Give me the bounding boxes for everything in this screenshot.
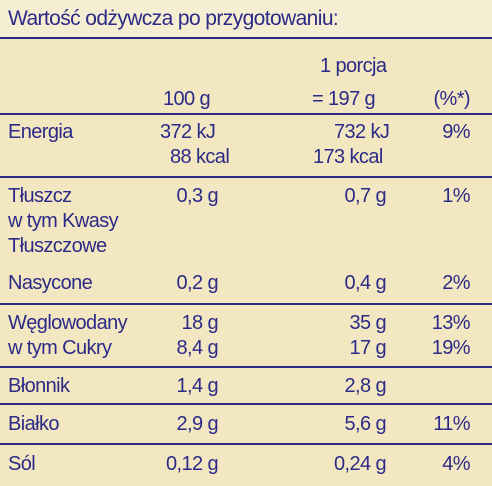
divider	[0, 176, 492, 178]
row-label-tluszcz: Tłuszcz	[8, 185, 72, 207]
table-title: Wartość odżywcza po przygotowaniu:	[8, 7, 339, 30]
cukry-percent: 19%	[431, 337, 471, 359]
nasycone-percent: 2%	[442, 272, 470, 294]
row-label-blonnik: Błonnik	[8, 375, 70, 397]
row-label-energia: Energia	[8, 121, 73, 143]
divider	[0, 443, 492, 445]
title-bar: Wartość odżywcza po przygotowaniu:	[0, 0, 492, 39]
energia-100g-kj: 372 kJ	[160, 121, 216, 143]
header-portion-line2: = 197 g	[312, 88, 376, 110]
cukry-portion: 17 g	[349, 337, 386, 359]
tluszcz-100g: 0,3 g	[176, 185, 219, 207]
nasycone-100g: 0,2 g	[176, 272, 219, 294]
cukry-100g: 8,4 g	[176, 337, 219, 359]
bialko-portion: 5,6 g	[344, 413, 387, 435]
nasycone-portion: 0,4 g	[344, 272, 387, 294]
row-label-sol: Sól	[8, 453, 36, 475]
weglowodany-portion: 35 g	[349, 312, 386, 334]
row-sublabel-cukry: w tym Cukry	[8, 337, 112, 359]
energia-100g-kcal: 88 kcal	[170, 146, 230, 168]
tluszcz-portion: 0,7 g	[344, 185, 387, 207]
header-percent: (%*)	[433, 88, 471, 110]
row-sublabel-tluszczowe: Tłuszczowe	[8, 235, 107, 257]
row-label-bialko: Białko	[8, 413, 59, 435]
header-100g: 100 g	[163, 88, 211, 110]
header-portion-line1: 1 porcja	[320, 55, 387, 77]
sol-percent: 4%	[442, 453, 470, 475]
sol-100g: 0,12 g	[165, 453, 219, 475]
divider	[0, 113, 492, 115]
blonnik-portion: 2,8 g	[344, 375, 387, 397]
weglowodany-100g: 18 g	[181, 312, 218, 334]
energia-portion-kcal: 173 kcal	[313, 146, 383, 168]
divider	[0, 303, 492, 305]
row-label-weglowodany: Węglowodany	[8, 312, 128, 334]
divider	[0, 403, 492, 405]
sol-portion: 0,24 g	[333, 453, 387, 475]
row-sublabel-nasycone: Nasycone	[8, 272, 93, 294]
weglowodany-percent: 13%	[431, 312, 471, 334]
bialko-percent: 11%	[433, 413, 470, 435]
energia-percent: 9%	[442, 121, 470, 143]
divider	[0, 366, 492, 368]
blonnik-100g: 1,4 g	[176, 375, 219, 397]
bialko-100g: 2,9 g	[176, 413, 219, 435]
energia-portion-kj: 732 kJ	[334, 121, 390, 143]
tluszcz-percent: 1%	[442, 185, 470, 207]
row-sublabel-kwasy: w tym Kwasy	[8, 210, 119, 232]
